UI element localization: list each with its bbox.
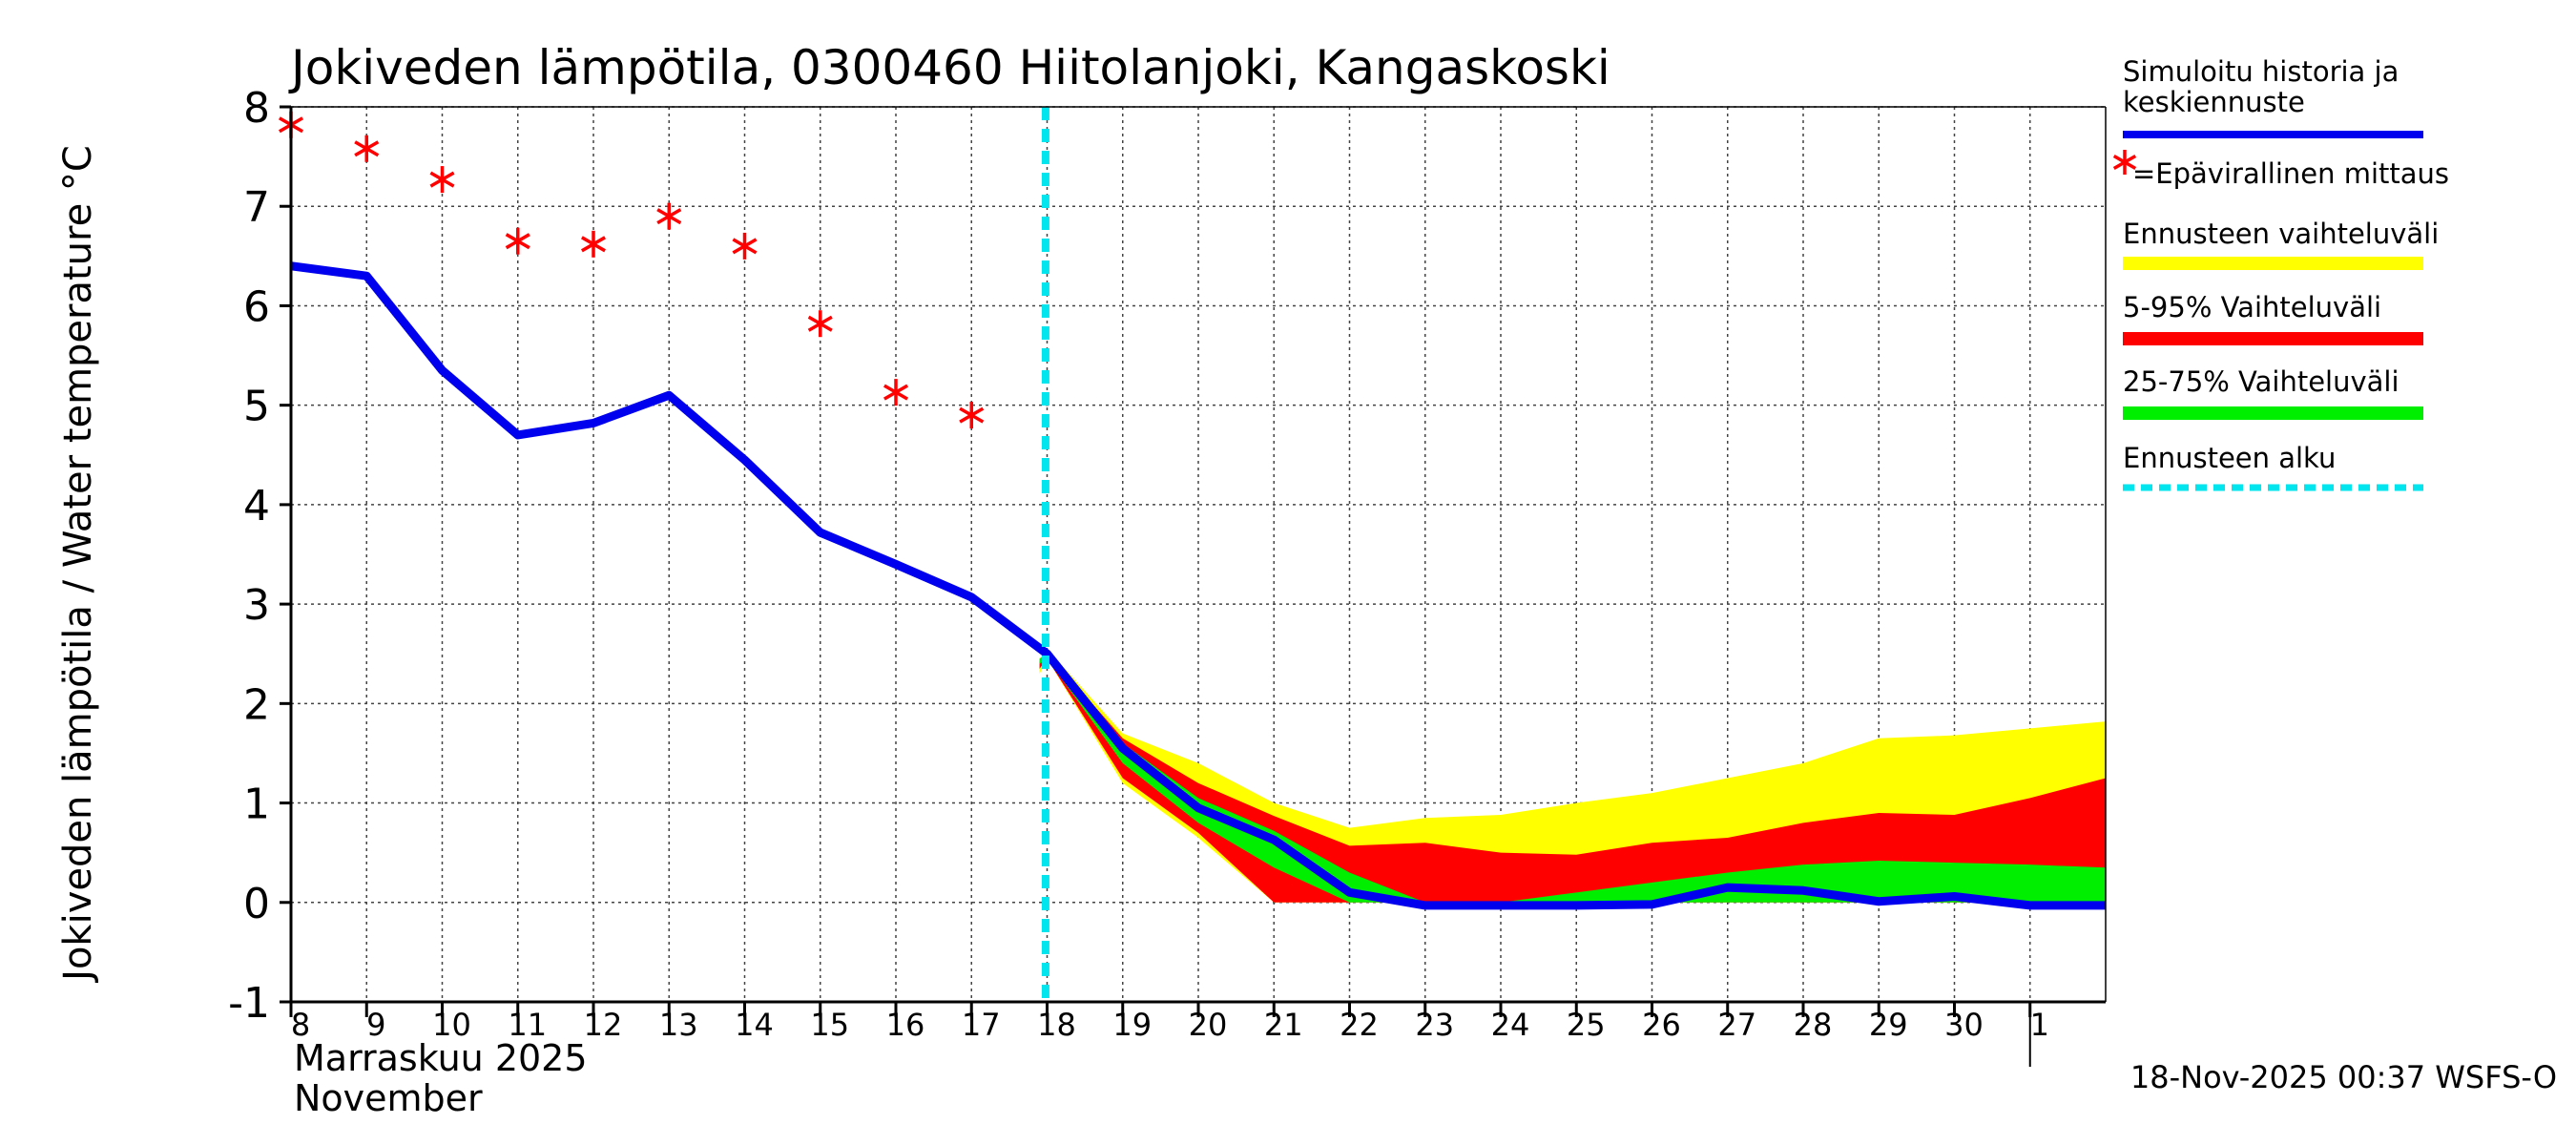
legend-label: Ennusteen vaihteluväli <box>2123 218 2439 250</box>
x-tick-label: 9 <box>366 1007 385 1043</box>
star-stroke <box>2112 154 2137 171</box>
star-stroke <box>354 140 380 157</box>
x-tick-label: 14 <box>735 1007 774 1043</box>
x-tick-label: 28 <box>1794 1007 1833 1043</box>
star-stroke <box>959 406 985 424</box>
x-tick-label: 17 <box>962 1007 1001 1043</box>
legend-label: =Epävirallinen mittaus <box>2132 157 2449 190</box>
x-tick-label: 12 <box>584 1007 623 1043</box>
x-tick-label: 26 <box>1642 1007 1681 1043</box>
simulated-series-line <box>290 261 2106 910</box>
legend-swatch-observation <box>2112 150 2137 175</box>
x-tick-label: 27 <box>1717 1007 1756 1043</box>
legend-label: Ennusteen alku <box>2123 442 2336 474</box>
observation-point <box>807 310 833 338</box>
legend-label: 5-95% Vaihteluväli <box>2123 291 2381 323</box>
x-tick-label: 13 <box>659 1007 698 1043</box>
y-tick-label: 1 <box>243 781 270 829</box>
observation-point <box>505 227 530 255</box>
star-stroke <box>807 315 833 332</box>
x-tick-label: 11 <box>508 1007 547 1043</box>
star-stroke <box>429 171 455 188</box>
x-tick-label: 19 <box>1112 1007 1152 1043</box>
band-25-75 <box>1039 654 2106 903</box>
y-tick-label: 5 <box>243 383 270 431</box>
star-stroke <box>883 384 908 401</box>
x-tick-label: 29 <box>1869 1007 1908 1043</box>
x-tick-label: 23 <box>1415 1007 1454 1043</box>
x-tick-label: 18 <box>1037 1007 1076 1043</box>
chart-title: Jokiveden lämpötila, 0300460 Hiitolanjok… <box>288 40 1610 95</box>
x-tick-label: 8 <box>291 1007 310 1043</box>
x-tick-label: 25 <box>1567 1007 1606 1043</box>
band-5-95 <box>1039 652 2106 903</box>
y-tick-label: 7 <box>243 183 270 232</box>
x-tick-label: 16 <box>886 1007 925 1043</box>
legend-label: 25-75% Vaihteluväli <box>2123 365 2399 398</box>
observation-point <box>354 135 380 162</box>
y-tick-label: 4 <box>243 482 270 531</box>
x-tick-label: 22 <box>1340 1007 1379 1043</box>
star-stroke <box>581 236 606 253</box>
x-tick-label: 10 <box>432 1007 471 1043</box>
y-tick-label: 6 <box>243 282 270 331</box>
x-tick-label: 21 <box>1264 1007 1303 1043</box>
star-stroke <box>656 208 682 225</box>
x-tick-label: 1 <box>2030 1007 2049 1043</box>
legend-label: keskiennuste <box>2123 86 2305 118</box>
y-tick-label: -1 <box>228 979 270 1028</box>
y-axis-label: Jokiveden lämpötila / Water temperature … <box>56 145 100 984</box>
observation-point <box>959 402 985 429</box>
observation-point <box>581 230 606 258</box>
star-stroke <box>732 238 758 255</box>
observation-point <box>656 202 682 230</box>
observation-point <box>732 232 758 260</box>
x-tick-label: 30 <box>1944 1007 1984 1043</box>
y-tick-label: 8 <box>243 84 270 133</box>
legend-swatch-25-75 <box>2123 406 2423 420</box>
x-tick-label: 15 <box>810 1007 849 1043</box>
y-tick-label: 0 <box>243 880 270 928</box>
legend-swatch-forecast-range <box>2123 257 2423 270</box>
observation-point <box>429 166 455 194</box>
month-label-fi: Marraskuu 2025 <box>294 1037 588 1079</box>
timestamp: 18-Nov-2025 00:37 WSFS-O <box>2130 1059 2557 1095</box>
y-tick-label: 3 <box>243 581 270 630</box>
y-tick-label: 2 <box>243 680 270 729</box>
legend-label: Simuloitu historia ja <box>2123 55 2399 88</box>
star-stroke <box>505 233 530 250</box>
x-tick-label: 20 <box>1189 1007 1228 1043</box>
legend-swatch-5-95 <box>2123 332 2423 345</box>
x-tick-label: 24 <box>1491 1007 1530 1043</box>
observation-point <box>883 379 908 406</box>
month-label-en: November <box>294 1077 483 1119</box>
